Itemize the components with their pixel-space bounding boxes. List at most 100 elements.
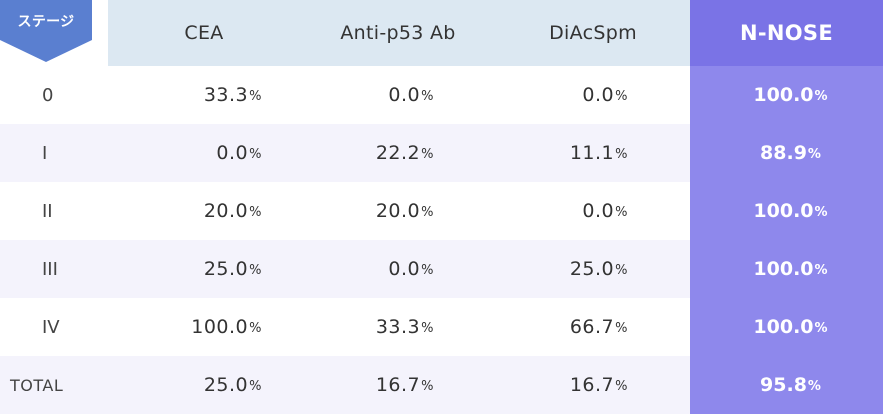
percent-unit: %: [249, 146, 262, 162]
value-cell-n-nose: 95.8%: [690, 356, 883, 414]
value-number: 16.7: [569, 374, 615, 396]
value-cell-anti-p53: 0.0%: [300, 66, 496, 124]
percent-unit: %: [615, 378, 628, 394]
value-number: 66.7: [569, 316, 615, 338]
badge-shape: [0, 0, 92, 62]
value-cell-n-nose: 100.0%: [690, 182, 883, 240]
stage-label: II: [42, 200, 53, 222]
row-background: [0, 124, 690, 182]
value-cell-diacspm: 0.0%: [496, 66, 690, 124]
percent-unit: %: [814, 204, 828, 220]
column-header-n-nose: N-NOSE: [690, 0, 883, 66]
row-background: [0, 240, 690, 298]
table-row: II 20.0% 20.0% 0.0% 100.0%: [0, 182, 883, 240]
percent-unit: %: [249, 320, 262, 336]
table-header-row: ステージ CEA Anti-p53 Ab DiAcSpm N-NOSE: [0, 0, 883, 66]
row-background: [0, 182, 690, 240]
table-row: 0 33.3% 0.0% 0.0% 100.0%: [0, 66, 883, 124]
percent-unit: %: [615, 262, 628, 278]
value-cell-cea: 25.0%: [108, 240, 300, 298]
percent-unit: %: [421, 320, 434, 336]
value-cell-anti-p53: 0.0%: [300, 240, 496, 298]
value-cell-diacspm: 66.7%: [496, 298, 690, 356]
stage-label: III: [42, 258, 58, 280]
stage-label: IV: [42, 316, 60, 338]
column-header-anti-p53: Anti-p53 Ab: [300, 0, 496, 66]
percent-unit: %: [421, 204, 434, 220]
table-row: IV 100.0% 33.3% 66.7% 100.0%: [0, 298, 883, 356]
value-number: 20.0: [203, 200, 249, 222]
value-number: 0.0: [582, 84, 615, 106]
value-number: 100.0: [753, 84, 814, 106]
value-cell-n-nose: 88.9%: [690, 124, 883, 182]
value-cell-diacspm: 25.0%: [496, 240, 690, 298]
value-cell-n-nose: 100.0%: [690, 298, 883, 356]
value-number: 88.9: [760, 142, 807, 164]
value-number: 100.0: [753, 200, 814, 222]
percent-unit: %: [615, 320, 628, 336]
stage-badge: ステージ: [0, 0, 92, 62]
value-number: 95.8: [760, 374, 807, 396]
stage-header-label: ステージ: [17, 14, 75, 30]
value-cell-cea: 20.0%: [108, 182, 300, 240]
value-cell-anti-p53: 33.3%: [300, 298, 496, 356]
value-cell-diacspm: 11.1%: [496, 124, 690, 182]
percent-unit: %: [814, 262, 828, 278]
percent-unit: %: [249, 378, 262, 394]
value-number: 25.0: [203, 258, 249, 280]
value-number: 0.0: [388, 84, 421, 106]
row-background: [0, 356, 690, 414]
percent-unit: %: [814, 88, 828, 104]
value-cell-anti-p53: 20.0%: [300, 182, 496, 240]
stage-label: TOTAL: [10, 375, 64, 395]
value-number: 22.2: [375, 142, 421, 164]
value-cell-cea: 25.0%: [108, 356, 300, 414]
column-header-cea: CEA: [108, 0, 300, 66]
value-number: 100.0: [753, 316, 814, 338]
percent-unit: %: [249, 88, 262, 104]
value-cell-cea: 33.3%: [108, 66, 300, 124]
percent-unit: %: [421, 262, 434, 278]
percent-unit: %: [249, 204, 262, 220]
stage-header-cell: ステージ: [0, 0, 108, 66]
value-cell-anti-p53: 16.7%: [300, 356, 496, 414]
percent-unit: %: [615, 204, 628, 220]
value-number: 25.0: [569, 258, 615, 280]
table-row: TOTAL 25.0% 16.7% 16.7% 95.8%: [0, 356, 883, 414]
percent-unit: %: [807, 378, 821, 394]
column-header-diacspm: DiAcSpm: [496, 0, 690, 66]
percent-unit: %: [249, 262, 262, 278]
value-number: 25.0: [203, 374, 249, 396]
value-cell-n-nose: 100.0%: [690, 66, 883, 124]
value-number: 0.0: [388, 258, 421, 280]
percent-unit: %: [421, 146, 434, 162]
percent-unit: %: [615, 146, 628, 162]
value-number: 11.1: [569, 142, 615, 164]
value-cell-cea: 100.0%: [108, 298, 300, 356]
percent-unit: %: [421, 378, 434, 394]
table-row: I 0.0% 22.2% 11.1% 88.9%: [0, 124, 883, 182]
value-cell-diacspm: 0.0%: [496, 182, 690, 240]
table-row: III 25.0% 0.0% 25.0% 100.0%: [0, 240, 883, 298]
value-cell-anti-p53: 22.2%: [300, 124, 496, 182]
value-number: 16.7: [375, 374, 421, 396]
row-background: [0, 298, 690, 356]
value-number: 0.0: [582, 200, 615, 222]
percent-unit: %: [421, 88, 434, 104]
value-number: 100.0: [753, 258, 814, 280]
value-number: 33.3: [203, 84, 249, 106]
value-number: 33.3: [375, 316, 421, 338]
value-cell-diacspm: 16.7%: [496, 356, 690, 414]
value-number: 0.0: [216, 142, 249, 164]
stage-label: 0: [42, 84, 54, 106]
row-background: [0, 66, 690, 124]
value-number: 100.0: [191, 316, 249, 338]
value-cell-cea: 0.0%: [108, 124, 300, 182]
value-cell-n-nose: 100.0%: [690, 240, 883, 298]
percent-unit: %: [615, 88, 628, 104]
stage-label: I: [42, 142, 48, 164]
percent-unit: %: [814, 320, 828, 336]
percent-unit: %: [807, 146, 821, 162]
value-number: 20.0: [375, 200, 421, 222]
